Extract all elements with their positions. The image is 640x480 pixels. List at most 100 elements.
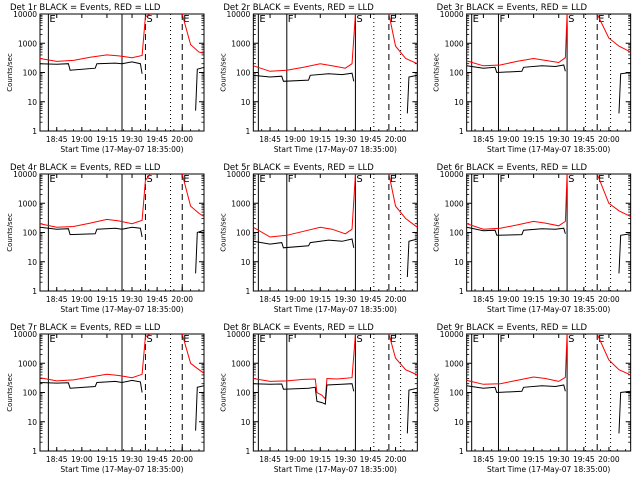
event-marker-label: S — [146, 334, 152, 345]
x-tick-label: 19:15 — [523, 455, 545, 464]
x-tick-label: 19:00 — [498, 295, 520, 304]
event-marker-label: E — [259, 14, 265, 25]
x-tick-label: 20:00 — [598, 135, 620, 144]
event-marker-label: S — [568, 334, 574, 345]
series-line-events — [618, 72, 631, 114]
x-tick-label: 18:45 — [46, 455, 68, 464]
y-tick-label: 1000 — [18, 199, 37, 208]
chart-panel: Det 8r BLACK = Events, RED = LLD 1 10 100 10… — [219, 323, 418, 474]
x-tick-label: 20:00 — [598, 455, 620, 464]
event-marker-label: E — [598, 334, 604, 345]
x-tick-label: 19:00 — [284, 135, 306, 144]
event-marker-label: E — [598, 14, 604, 25]
y-tick-label: 10 — [241, 98, 251, 107]
y-tick-label: 1000 — [231, 199, 250, 208]
y-tick-label: 1000 — [18, 39, 37, 48]
x-tick-label: 20:00 — [598, 295, 620, 304]
x-tick-label: 19:00 — [498, 135, 520, 144]
x-tick-label: 19:30 — [335, 455, 357, 464]
event-marker-label: E — [49, 14, 55, 25]
x-tick-label: 18:45 — [46, 295, 68, 304]
y-tick-label: 100 — [236, 389, 251, 398]
chart-panel: Det 5r BLACK = Events, RED = LLD 1 10 100 10… — [219, 163, 418, 314]
x-tick-label: 19:00 — [71, 135, 93, 144]
series-line-lld — [596, 174, 631, 218]
event-marker-label: E — [390, 334, 396, 345]
series-line-lld — [40, 14, 151, 62]
series-line-lld — [253, 334, 356, 401]
x-tick-label: 18:45 — [259, 135, 281, 144]
x-tick-label: 19:30 — [548, 295, 570, 304]
event-marker-label: F — [499, 334, 505, 345]
series-line-events — [195, 385, 204, 431]
y-axis-label: Counts/sec — [433, 213, 441, 252]
x-tick-label: 20:00 — [385, 455, 407, 464]
event-marker-label: E — [183, 14, 189, 25]
chart-panel: Det 2r BLACK = Events, RED = LLD 1 10 100 10… — [219, 3, 418, 154]
x-tick-label: 19:45 — [573, 135, 595, 144]
x-tick-label: 19:15 — [96, 295, 118, 304]
chart-panel: Det 7r BLACK = Events, RED = LLD 1 10 100 10… — [6, 323, 205, 474]
series-line-events — [40, 61, 143, 74]
x-tick-label: 19:15 — [523, 135, 545, 144]
event-marker-label: E — [598, 174, 604, 185]
series-line-events — [406, 238, 418, 278]
y-axis-label: Counts/sec — [219, 213, 227, 252]
x-axis-label: Start Time (17-May-07 18:35:00) — [60, 465, 183, 474]
x-tick-label: 19:45 — [360, 455, 382, 464]
event-marker-label: F — [288, 14, 294, 25]
x-tick-label: 20:00 — [171, 455, 193, 464]
y-tick-label: 10000 — [226, 330, 250, 339]
x-tick-label: 20:00 — [171, 135, 193, 144]
series-line-events — [195, 229, 204, 274]
y-axis-label: Counts/sec — [433, 53, 441, 92]
x-axis-label: Start Time (17-May-07 18:35:00) — [487, 305, 610, 314]
series-line-events — [466, 226, 566, 236]
series-line-lld — [466, 334, 568, 385]
x-tick-label: 19:30 — [121, 295, 143, 304]
y-tick-label: 100 — [23, 69, 38, 78]
chart-panel: Det 9r BLACK = Events, RED = LLD 1 10 100 10… — [433, 323, 632, 474]
x-tick-label: 19:00 — [498, 455, 520, 464]
series-line-lld — [40, 334, 151, 382]
y-tick-label: 100 — [449, 69, 464, 78]
x-axis-label: Start Time (17-May-07 18:35:00) — [60, 305, 183, 314]
x-tick-label: 19:00 — [284, 295, 306, 304]
series-line-lld — [253, 174, 356, 238]
event-marker-label: E — [49, 174, 55, 185]
series-line-lld — [466, 174, 568, 230]
series-line-lld — [181, 14, 204, 54]
x-tick-label: 19:30 — [335, 295, 357, 304]
event-marker-label: E — [183, 334, 189, 345]
y-tick-label: 100 — [236, 229, 251, 238]
x-tick-label: 19:45 — [146, 455, 168, 464]
y-tick-label: 100 — [23, 229, 38, 238]
event-marker-label: E — [473, 334, 479, 345]
y-tick-label: 100 — [23, 389, 38, 398]
series-line-lld — [181, 174, 204, 218]
x-axis-label: Start Time (17-May-07 18:35:00) — [274, 305, 397, 314]
x-tick-label: 19:00 — [284, 455, 306, 464]
chart-panel: Det 3r BLACK = Events, RED = LLD 1 10 100 10… — [433, 3, 632, 154]
y-axis-label: Counts/sec — [219, 373, 227, 412]
y-tick-label: 1 — [32, 447, 37, 456]
series-line-lld — [181, 334, 204, 374]
y-tick-label: 10000 — [226, 170, 250, 179]
y-axis-label: Counts/sec — [433, 373, 441, 412]
series-line-lld — [388, 174, 418, 228]
plot-frame — [466, 173, 632, 292]
y-tick-label: 10 — [454, 418, 464, 427]
chart-title: Det 9r BLACK = Events, RED = LLD — [437, 323, 588, 333]
event-marker-label: E — [259, 174, 265, 185]
y-tick-label: 10 — [27, 258, 37, 267]
chart-title: Det 1r BLACK = Events, RED = LLD — [10, 3, 161, 13]
y-tick-label: 100 — [236, 69, 251, 78]
event-marker-label: S — [356, 14, 362, 25]
x-tick-label: 20:00 — [171, 295, 193, 304]
event-marker-label: S — [146, 174, 152, 185]
y-tick-label: 1 — [32, 127, 37, 136]
series-line-events — [618, 233, 631, 274]
event-marker-label: E — [183, 174, 189, 185]
event-marker-label: F — [288, 334, 294, 345]
